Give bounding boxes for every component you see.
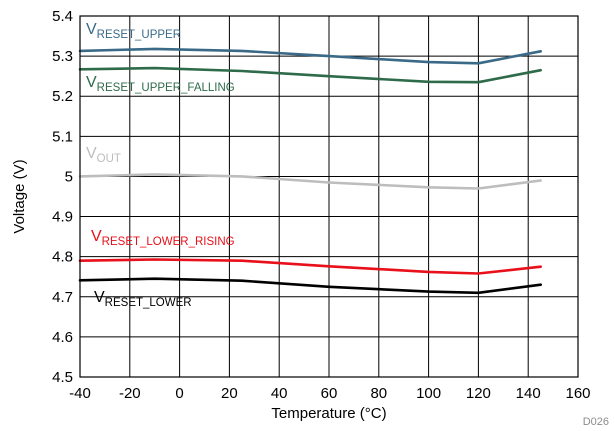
y-tick-label: 5 — [65, 168, 73, 185]
x-tick-label: 0 — [175, 385, 183, 402]
x-tick-label: 160 — [565, 385, 590, 402]
y-tick-labels: 4.5 4.6 4.7 4.8 4.9 5 5.1 5.2 5.3 5.4 — [52, 8, 73, 386]
y-axis-title: Voltage (V) — [11, 159, 28, 233]
y-tick-label: 4.7 — [52, 289, 73, 306]
series-label-reset-upper: VRESET_UPPER — [86, 21, 181, 41]
series-label-subscript: RESET_LOWER_RISING — [102, 236, 235, 248]
x-tick-label: 100 — [416, 385, 441, 402]
series-line-reset-upper — [78, 47, 543, 65]
y-tick-label: 4.8 — [52, 249, 73, 266]
grid-lines — [80, 16, 578, 377]
x-tick-label: -20 — [119, 385, 141, 402]
y-tick-label: 5.3 — [52, 48, 73, 65]
x-axis-title: Temperature (°C) — [271, 405, 386, 422]
series-line-reset-lower-rising — [78, 258, 543, 275]
y-tick-label: 5.2 — [52, 88, 73, 105]
series-line-out — [78, 173, 543, 190]
y-tick-label: 5.4 — [52, 8, 73, 25]
series-labels: VRESET_UPPERVRESET_UPPER_FALLINGVOUTVRES… — [86, 21, 235, 309]
series-label-subscript: RESET_LOWER — [105, 297, 192, 309]
x-tick-label: 120 — [466, 385, 491, 402]
series-line-reset-lower — [78, 277, 543, 295]
y-tick-label: 4.9 — [52, 209, 73, 226]
series-label-reset-lower: VRESET_LOWER — [94, 289, 192, 309]
series-label-main: V — [86, 74, 97, 91]
series-label-out: VOUT — [86, 145, 121, 165]
plot-frame — [79, 15, 579, 378]
series-label-subscript: RESET_UPPER — [97, 29, 181, 41]
figure-id: D026 — [583, 416, 609, 428]
x-tick-label: 140 — [516, 385, 541, 402]
series-label-main: V — [91, 228, 102, 245]
series-label-main: V — [94, 289, 105, 306]
x-tick-label: 20 — [221, 385, 238, 402]
x-tick-label: 80 — [370, 385, 387, 402]
series-label-main: V — [86, 21, 97, 38]
y-tick-label: 4.5 — [52, 369, 73, 386]
y-tick-label: 5.1 — [52, 128, 73, 145]
x-tick-label: 60 — [321, 385, 338, 402]
x-tick-label: -40 — [69, 385, 91, 402]
y-tick-label: 4.6 — [52, 329, 73, 346]
x-tick-labels: -40 -20 0 20 40 60 80 100 120 140 160 — [69, 385, 590, 402]
series-line-reset-upper-falling — [78, 66, 543, 84]
series-label-subscript: OUT — [97, 153, 121, 165]
series-label-main: V — [86, 145, 97, 162]
x-tick-label: 40 — [271, 385, 288, 402]
series-label-subscript: RESET_UPPER_FALLING — [97, 82, 235, 94]
series-lines — [78, 47, 543, 295]
series-label-reset-lower-rising: VRESET_LOWER_RISING — [91, 228, 235, 248]
series-label-reset-upper-falling: VRESET_UPPER_FALLING — [86, 74, 235, 94]
